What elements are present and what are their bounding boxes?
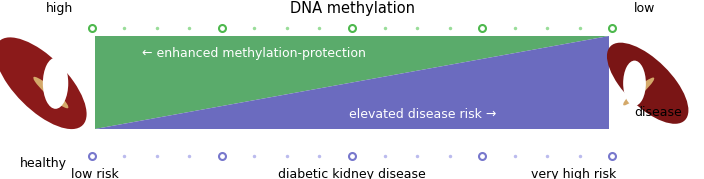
Text: low: low (634, 2, 655, 14)
Text: high: high (46, 2, 73, 14)
Ellipse shape (623, 78, 654, 105)
Text: healthy: healthy (20, 157, 67, 170)
Ellipse shape (0, 37, 87, 129)
Text: DNA methylation: DNA methylation (289, 1, 415, 16)
Text: disease: disease (634, 106, 682, 119)
Ellipse shape (607, 43, 689, 124)
Text: low risk: low risk (71, 168, 119, 179)
Polygon shape (95, 36, 609, 129)
Ellipse shape (623, 61, 646, 106)
Ellipse shape (43, 58, 68, 109)
Ellipse shape (33, 77, 68, 108)
Text: ← enhanced methylation-protection: ← enhanced methylation-protection (142, 47, 365, 60)
Polygon shape (95, 36, 609, 129)
Text: elevated disease risk →: elevated disease risk → (348, 108, 496, 121)
Text: very high risk: very high risk (531, 168, 617, 179)
Text: diabetic kidney disease: diabetic kidney disease (278, 168, 426, 179)
